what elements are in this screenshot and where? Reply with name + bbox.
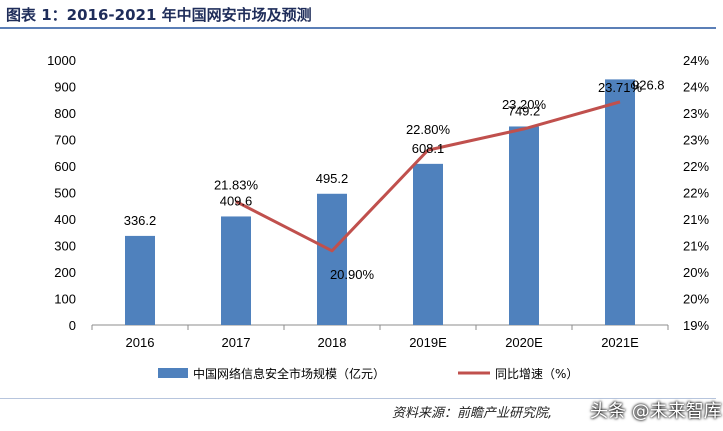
- y-left-tick-label: 300: [54, 239, 76, 254]
- y-right-tick-label: 23%: [683, 133, 709, 148]
- x-tick-label: 2021E: [601, 335, 639, 350]
- bar: [317, 193, 347, 325]
- x-tick-label: 2018: [318, 335, 347, 350]
- legend-label-bar: 中国网络信息安全市场规模（亿元）: [193, 366, 385, 381]
- y-right-tick-label: 22%: [683, 159, 709, 174]
- bar-value-label: 926.8: [632, 77, 665, 92]
- axes-layer: 2016 2017 2018 2019E 2020E 2021E 0 100 200 300 400…: [47, 53, 709, 350]
- y-right-tick-label: 19%: [683, 318, 709, 333]
- y-right-tick-label: 24%: [683, 53, 709, 68]
- y-right-tick-label: 24%: [683, 80, 709, 95]
- legend-swatch-bar: [158, 368, 188, 378]
- y-left-tick-label: 100: [54, 292, 76, 307]
- x-tick-label: 2019E: [409, 335, 447, 350]
- y-right-tick-label: 23%: [683, 106, 709, 121]
- y-left-tick-label: 400: [54, 212, 76, 227]
- footer-divider: [0, 398, 716, 399]
- bar: [509, 126, 539, 325]
- line-layer: [235, 100, 621, 253]
- y-right-tick-label: 21%: [683, 212, 709, 227]
- y-right-tick-label: 21%: [683, 239, 709, 254]
- chart-canvas: 2016 2017 2018 2019E 2020E 2021E 0 100 200 300 400…: [47, 53, 709, 381]
- watermark: 头条 @未来智库: [590, 401, 722, 422]
- bar: [125, 235, 155, 325]
- y-left-tick-label: 500: [54, 186, 76, 201]
- bar-value-label: 495.2: [316, 171, 349, 186]
- bars-layer: [125, 79, 635, 325]
- title-divider: [0, 27, 716, 29]
- bar-value-label: 336.2: [124, 213, 157, 228]
- x-tick-label: 2016: [126, 335, 155, 350]
- bar: [413, 163, 443, 325]
- legend: 中国网络信息安全市场规模（亿元） 同比增速（%）: [158, 366, 578, 381]
- legend-label-line: 同比增速（%）: [495, 367, 578, 381]
- growth-value-label: 21.83%: [214, 178, 259, 193]
- y-left-tick-label: 800: [54, 106, 76, 121]
- y-left-tick-label: 0: [69, 318, 76, 333]
- y-left-tick-label: 700: [54, 133, 76, 148]
- source-note: 资料来源：前瞻产业研究院,: [392, 406, 553, 421]
- y-right-tick-label: 22%: [683, 186, 709, 201]
- growth-value-label: 23.20%: [502, 97, 547, 112]
- x-tick-label: 2017: [222, 335, 251, 350]
- growth-value-label: 20.90%: [330, 267, 375, 282]
- y-right-tick-label: 20%: [683, 292, 709, 307]
- bar-value-label: 409.6: [220, 193, 253, 208]
- bar-value-label: 749.2: [508, 103, 541, 118]
- labels-layer: 336.2 409.6 495.2 608.1 749.2 926.8 21.83% 20.9…: [124, 77, 665, 281]
- y-right-tick-label: 20%: [683, 265, 709, 280]
- growth-value-label: 22.80%: [406, 122, 451, 137]
- bar: [605, 79, 635, 325]
- chart-title: 图表 1：2016-2021 年中国网安市场及预测: [6, 6, 312, 24]
- x-tick-label: 2020E: [505, 335, 543, 350]
- y-left-tick-label: 1000: [47, 53, 76, 68]
- y-left-tick-label: 600: [54, 159, 76, 174]
- growth-value-label: 23.71%: [598, 80, 643, 95]
- bar-value-label: 608.1: [412, 141, 445, 156]
- y-left-tick-label: 900: [54, 80, 76, 95]
- bar: [221, 216, 251, 325]
- y-left-tick-label: 200: [54, 265, 76, 280]
- growth-line: [235, 100, 621, 253]
